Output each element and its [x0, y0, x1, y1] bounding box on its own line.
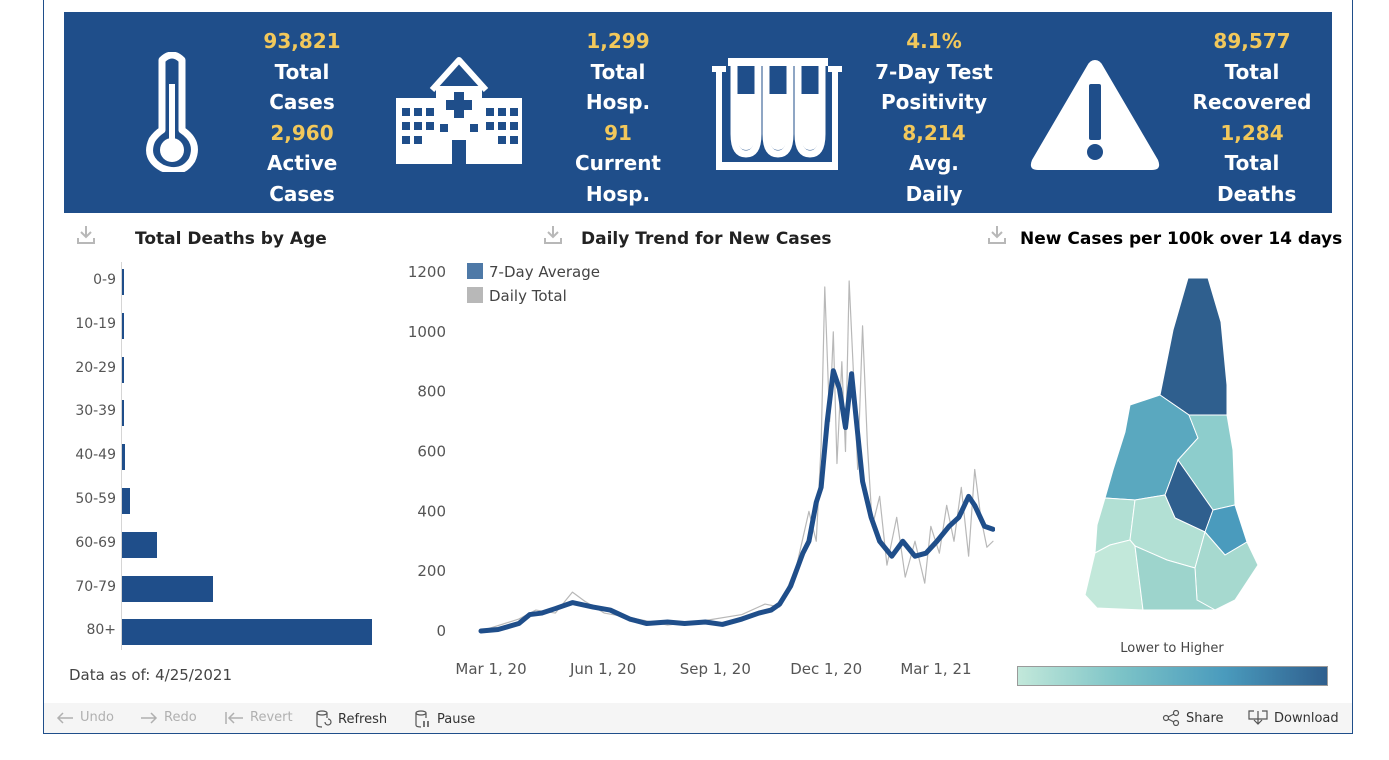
active-cases-value: 2,960: [270, 120, 334, 145]
age-label: 70-79: [75, 578, 116, 595]
county-coos[interactable]: [1159, 277, 1228, 416]
kpi-banner: 93,821 Total Cases 2,960 Active Cases 1,…: [64, 12, 1332, 237]
refresh-button[interactable]: Refresh: [316, 710, 387, 728]
download-icon[interactable]: [543, 224, 563, 246]
redo-button[interactable]: Redo: [140, 710, 197, 725]
data-as-of: Data as of: 4/25/2021: [69, 666, 233, 684]
download-icon[interactable]: [76, 224, 96, 246]
age-bar[interactable]: [122, 531, 158, 558]
download-label: Download: [1274, 710, 1339, 726]
y-tick-label: 0: [436, 622, 446, 640]
avg-daily-tests-label: Avg. Daily Tests: [905, 151, 963, 237]
kpi-cases-column: 93,821 Total Cases 2,960 Active Cases: [232, 26, 372, 210]
age-label: 80+: [86, 622, 116, 639]
hospital-icon: [396, 57, 522, 164]
seven-day-average-line[interactable]: [478, 368, 995, 634]
warning-icon: [1030, 60, 1160, 170]
age-label: 40-49: [75, 447, 116, 464]
download-tray-icon: [1248, 710, 1268, 725]
color-scale-label: Lower to Higher: [1120, 641, 1224, 656]
total-recovered-label: Total Recovered: [1192, 59, 1312, 115]
kpi-outcomes-column: 89,577 Total Recovered 1,284 Total Death…: [1182, 26, 1322, 210]
share-icon: [1162, 710, 1180, 726]
age-bar[interactable]: [122, 400, 125, 427]
legend-label-7day: 7-Day Average: [489, 263, 600, 281]
legend-swatch-7day: [467, 263, 483, 279]
undo-button[interactable]: Undo: [56, 710, 114, 725]
redo-label: Redo: [164, 710, 197, 725]
daily-total-line[interactable]: [480, 280, 994, 632]
total-deaths-label: Total Deaths: [1217, 151, 1297, 206]
total-hosp-label: Total Hosp.: [585, 59, 651, 115]
redo-arrow-icon: [141, 711, 158, 724]
age-label: 0-9: [93, 272, 116, 288]
x-tick-label: Mar 1, 20: [455, 660, 526, 678]
test-tubes-icon: [712, 58, 842, 170]
dashboard-frame: [43, 0, 1353, 734]
total-hosp-value: 1,299: [586, 29, 650, 53]
age-label: 20-29: [75, 359, 116, 376]
revert-button[interactable]: Revert: [224, 710, 293, 725]
refresh-label: Refresh: [338, 711, 388, 727]
revert-label: Revert: [250, 710, 293, 725]
pause-button[interactable]: Pause: [415, 710, 475, 728]
test-positivity-value: 4.1%: [906, 29, 962, 53]
current-hosp-value: 91: [604, 120, 632, 145]
total-cases-value: 93,821: [263, 29, 341, 53]
age-label: 50-59: [75, 491, 116, 507]
pause-label: Pause: [437, 711, 476, 727]
total-deaths-value: 1,284: [1220, 120, 1284, 145]
avg-daily-tests-value: 8,214: [902, 120, 966, 145]
thermometer-icon: [146, 52, 198, 172]
county-hillsborough[interactable]: [1134, 545, 1217, 611]
nh-county-map: [1084, 277, 1259, 611]
age-bar[interactable]: [122, 575, 214, 602]
download-button[interactable]: Download: [1248, 710, 1339, 726]
active-cases-label: Active Cases: [267, 151, 338, 206]
age-label: 30-39: [75, 403, 116, 420]
age-bar[interactable]: [122, 312, 124, 339]
x-tick-label: Jun 1, 20: [569, 660, 636, 678]
pause-icon: [415, 710, 429, 728]
age-bar[interactable]: [122, 444, 126, 471]
age-bar[interactable]: [122, 356, 124, 383]
y-tick-label: 600: [417, 443, 446, 461]
age-bar[interactable]: [122, 269, 124, 295]
kpi-tests-column: 4.1% 7-Day Test Positivity 8,214 Avg. Da…: [864, 26, 1004, 240]
daily-trend-chart: 0 200 400 600 800 1000 1200 Mar 1, 20 Jun 1, 20 S…: [408, 263, 995, 678]
y-tick-label: 200: [417, 562, 446, 580]
test-positivity-label: 7-Day Test Positivity: [875, 59, 993, 115]
county-cheshire[interactable]: [1084, 539, 1144, 611]
download-icon[interactable]: [987, 224, 1007, 246]
viz-toolbar: Undo Redo Revert Refresh Pause Share Dow…: [44, 703, 1352, 733]
map-title: New Cases per 100k over 14 days: [1020, 229, 1343, 249]
x-tick-label: Mar 1, 21: [900, 660, 971, 678]
share-button[interactable]: Share: [1162, 710, 1224, 726]
age-axis-line: [121, 262, 122, 650]
total-recovered-value: 89,577: [1213, 29, 1291, 53]
color-scale-bar: [1017, 666, 1328, 686]
x-tick-label: Dec 1, 20: [790, 660, 862, 678]
undo-arrow-icon: [56, 711, 73, 724]
age-bar[interactable]: [122, 488, 131, 514]
y-tick-label: 400: [417, 502, 446, 520]
legend-label-daily: Daily Total: [489, 287, 567, 305]
x-tick-label: Sep 1, 20: [680, 660, 751, 678]
daily-trend-title: Daily Trend for New Cases: [581, 229, 832, 249]
deaths-by-age-title: Total Deaths by Age: [135, 229, 327, 249]
age-label: 60-69: [75, 534, 116, 551]
undo-label: Undo: [80, 710, 114, 725]
revert-icon: [225, 711, 243, 724]
refresh-icon: [316, 710, 332, 728]
y-tick-label: 1200: [408, 263, 446, 281]
age-label: 10-19: [75, 315, 116, 332]
y-tick-label: 800: [417, 383, 446, 401]
legend-swatch-daily: [467, 287, 483, 303]
age-bar[interactable]: [122, 619, 372, 646]
total-cases-label: Total Cases: [269, 59, 335, 115]
share-label: Share: [1186, 710, 1224, 726]
current-hosp-label: Current Hosp.: [574, 151, 661, 206]
y-tick-label: 1000: [408, 323, 446, 341]
kpi-hosp-column: 1,299 Total Hosp. 91 Current Hosp.: [548, 26, 688, 210]
